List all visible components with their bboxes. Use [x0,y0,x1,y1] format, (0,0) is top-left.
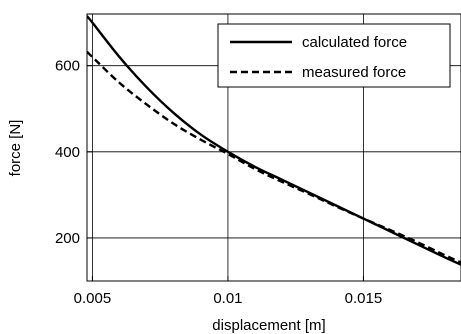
y-tick-label: 400 [55,144,80,161]
legend-label-calculated: calculated force [302,34,407,51]
measured-force-line [87,51,461,264]
x-tick-label: 0.01 [213,290,242,307]
legend: calculated force measured force [217,23,451,88]
x-axis-label: displacement [m] [212,317,325,334]
x-tick-labels: 0.005 0.01 0.015 [74,290,383,307]
legend-label-measured: measured force [302,64,406,81]
x-tick-label: 0.005 [74,290,112,307]
tick-marks [87,65,364,281]
legend-box [217,23,451,88]
calculated-force-line [87,15,461,266]
plot-frame [86,13,461,282]
y-tick-labels: 200 400 600 [55,58,80,247]
x-tick-label: 0.015 [345,290,383,307]
y-tick-label: 200 [55,230,80,247]
series-layer [87,15,461,266]
y-axis-label: force [N] [7,120,24,177]
y-tick-label: 600 [55,58,80,75]
